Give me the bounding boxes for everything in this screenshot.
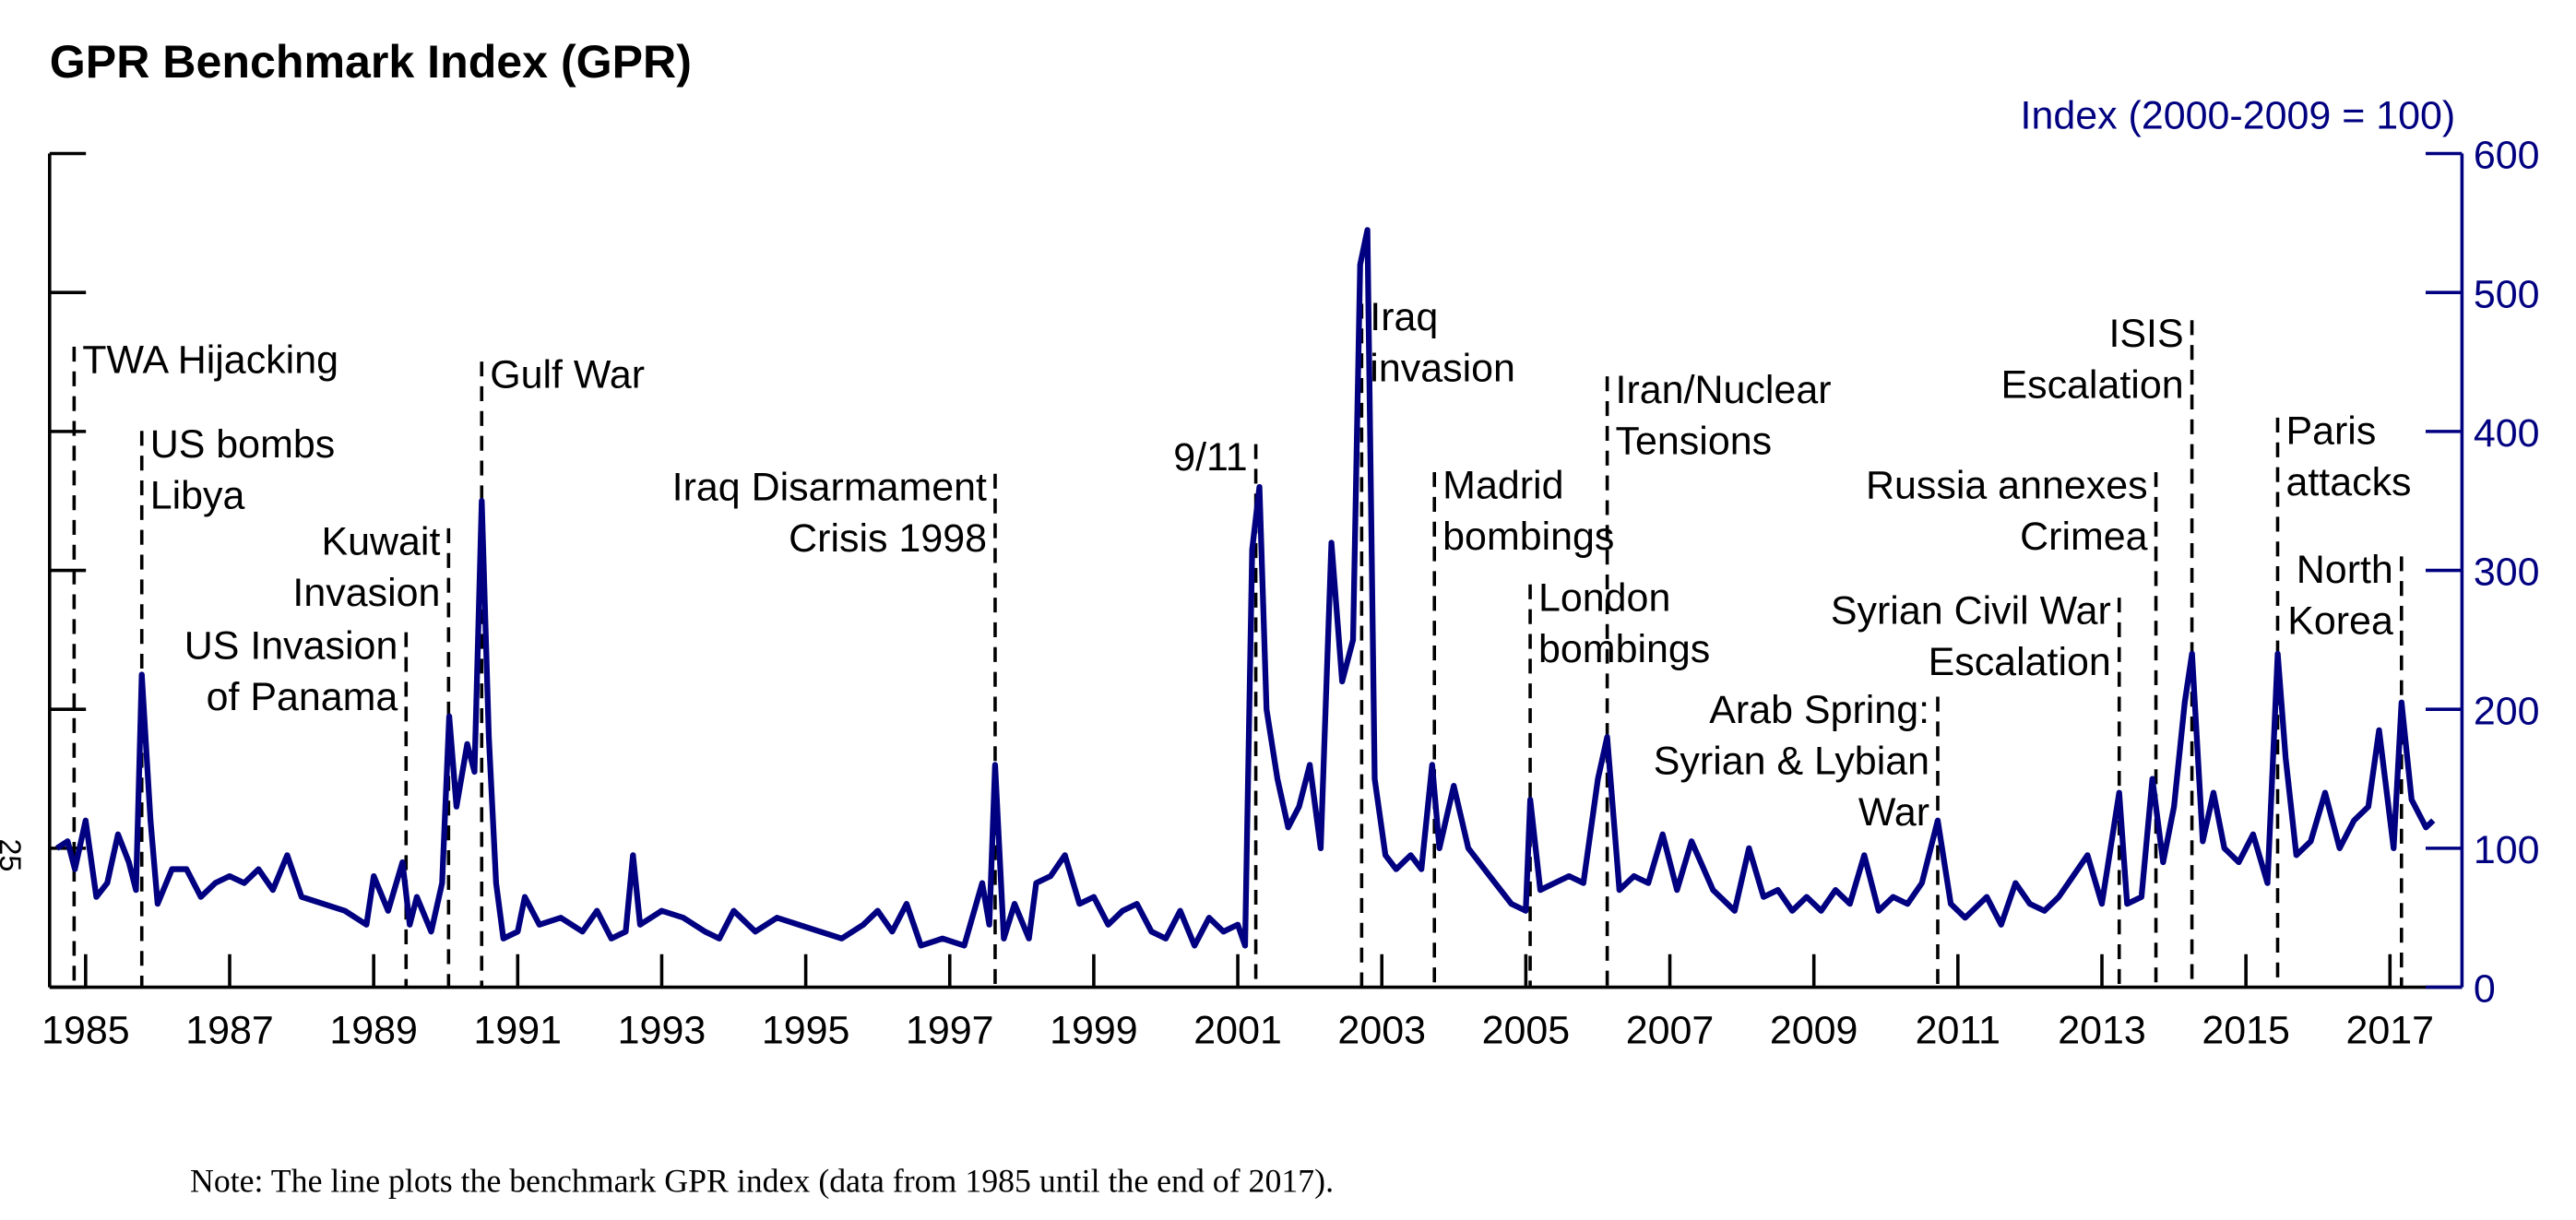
event-label: War [1858,790,1929,835]
event-label: Russia annexes [1866,464,2148,508]
event-label: Kuwait [321,520,440,564]
x-tick-label: 2003 [1337,1008,1426,1052]
event-label: Tensions [1616,419,1773,463]
axis-label: Index (2000-2009 = 100) [2021,94,2456,138]
y-tick-label: 300 [2474,551,2540,595]
event-label: bombings [1442,515,1614,559]
event-label: Arab Spring: [1709,688,1929,732]
x-tick-label: 1991 [474,1008,563,1052]
note: Note: The line plots the benchmark GPR i… [190,1163,1334,1200]
event-label: London [1538,575,1670,620]
event-label: 9/11 [1173,435,1247,480]
x-tick-label: 2017 [2346,1008,2435,1052]
y-tick-label: 0 [2474,967,2496,1012]
x-tick-label: 1999 [1050,1008,1138,1052]
event-label: North [2297,548,2393,592]
x-tick-label: 1989 [329,1008,418,1052]
y-tick-label: 100 [2474,828,2540,872]
event-label: Libya [150,473,245,517]
event-label: Madrid [1442,464,1563,508]
event-label: attacks [2285,460,2411,504]
event-label: of Panama [207,675,398,719]
x-tick-label: 2005 [1482,1008,1571,1052]
event-label: Iraq Disarmament [672,465,987,509]
x-tick-label: 2007 [1626,1008,1715,1052]
event-label: Crisis 1998 [789,516,987,561]
event-label: Syrian & Lybian [1654,740,1929,784]
x-tick-label: 1985 [42,1008,130,1052]
event-label: bombings [1538,627,1710,671]
y-tick-label: 600 [2474,134,2540,178]
x-tick-label: 1997 [906,1008,994,1052]
x-tick-label: 1995 [762,1008,850,1052]
x-tick-label: 1987 [185,1008,274,1052]
x-tick-label: 2013 [2058,1008,2146,1052]
x-tick-label: 2011 [1916,1008,2000,1052]
event-label: Escalation [1929,640,2111,684]
x-tick-label: 2009 [1770,1008,1858,1052]
margin-text: 25 [0,838,27,871]
event-label: US Invasion [184,623,398,668]
event-label: Escalation [2000,362,2183,407]
event-label: Invasion [292,571,440,615]
y-tick-label: 500 [2474,272,2540,316]
x-tick-label: 2001 [1193,1008,1282,1052]
event-label: Paris [2285,409,2376,454]
event-label: Gulf War [490,353,645,397]
x-tick-label: 1993 [618,1008,706,1052]
event-label: ISIS [2108,312,2183,356]
event-label: Crimea [2020,515,2148,559]
x-tick-label: 2015 [2202,1008,2290,1052]
chart-title: GPR Benchmark Index (GPR) [50,36,692,88]
event-label: Korea [2287,598,2393,643]
y-tick-label: 400 [2474,411,2540,456]
event-label: Iran/Nuclear [1616,368,1832,412]
event-label: Iraq [1370,295,1438,339]
gpr-line [54,227,2436,949]
event-label: invasion [1370,347,1515,391]
event-label: Syrian Civil War [1831,589,2111,634]
y-tick-label: 200 [2474,689,2540,733]
event-label: TWA Hijacking [82,338,338,383]
event-label: US bombs [150,422,336,467]
